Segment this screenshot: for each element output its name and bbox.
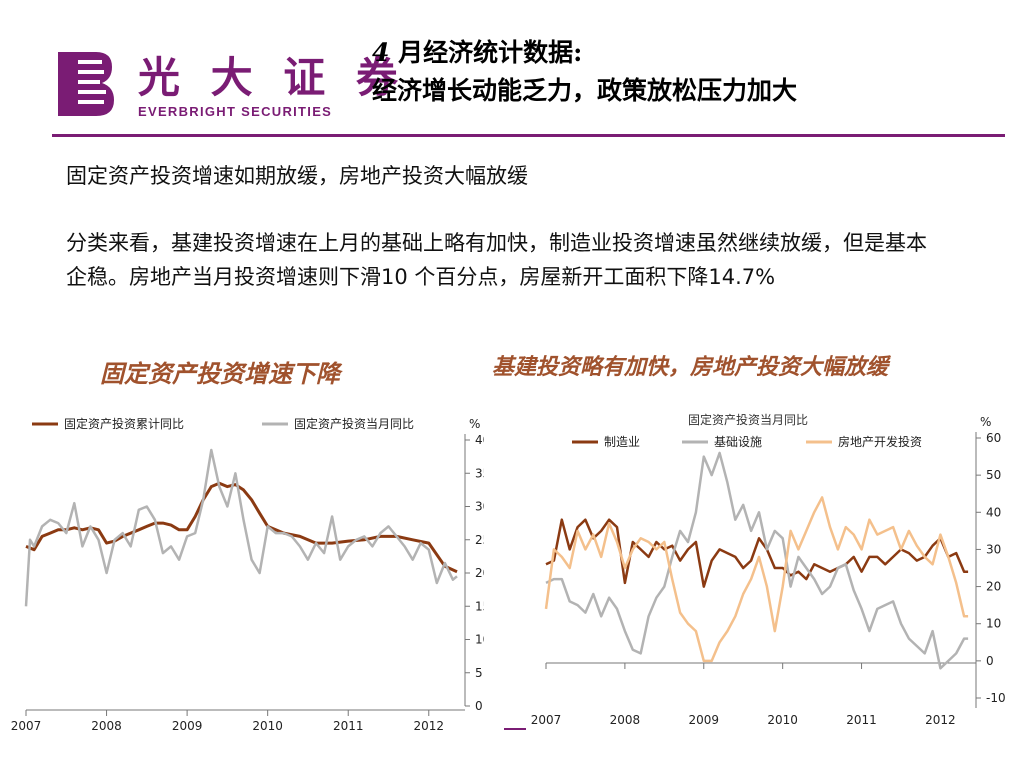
x-tick-label: 2010 bbox=[767, 713, 798, 727]
y-tick-label: 5 bbox=[475, 666, 483, 680]
series-line-2 bbox=[545, 451, 969, 670]
series-line-3 bbox=[544, 496, 969, 663]
legend-label: 制造业 bbox=[604, 435, 640, 449]
slide-footer-mark bbox=[504, 728, 526, 730]
x-tick-label: 2009 bbox=[172, 719, 203, 733]
x-tick-label: 2010 bbox=[252, 719, 283, 733]
y-tick-label: 40 bbox=[986, 505, 1001, 519]
x-tick-label: 2008 bbox=[610, 713, 641, 727]
chart-subtitle: 固定资产投资当月同比 bbox=[688, 412, 808, 427]
everbright-logo-icon bbox=[58, 52, 114, 116]
y-tick-label: -10 bbox=[986, 691, 1006, 705]
x-tick-label: 2011 bbox=[333, 719, 364, 733]
logo-chinese-name: 光 大 证 券 bbox=[138, 53, 406, 102]
y-tick-label: 10 bbox=[986, 617, 1001, 631]
x-tick-label: 2011 bbox=[846, 713, 877, 727]
y-tick-label: 60 bbox=[986, 431, 1001, 445]
title-month-number: 4 bbox=[372, 38, 390, 67]
x-tick-label: 2007 bbox=[531, 713, 562, 727]
x-tick-label: 2012 bbox=[414, 719, 445, 733]
y-tick-label: 0 bbox=[475, 699, 483, 713]
y-tick-label: 30 bbox=[986, 542, 1001, 556]
logo-english-name: EVERBRIGHT SECURITIES bbox=[138, 104, 333, 119]
legend-label: 固定资产投资累计同比 bbox=[64, 416, 184, 431]
x-tick-label: 2008 bbox=[91, 719, 122, 733]
slide-title-line1: 4 月经济统计数据: bbox=[372, 34, 797, 72]
legend-label: 基础设施 bbox=[714, 435, 762, 449]
slide-title-line2: 经济增长动能乏力，政策放松压力加大 bbox=[372, 76, 798, 105]
legend-label: 固定资产投资当月同比 bbox=[294, 416, 414, 431]
chart-title: 固定资产投资增速下降 bbox=[100, 360, 343, 388]
x-tick-label: 2007 bbox=[11, 719, 42, 733]
y-tick-label: 0 bbox=[986, 654, 994, 668]
x-tick-label: 2009 bbox=[689, 713, 720, 727]
legend-label: 房地产开发投资 bbox=[838, 434, 922, 449]
body-headline: 固定资产投资增速如期放缓，房地产投资大幅放缓 bbox=[66, 164, 528, 188]
y-tick-label: 50 bbox=[986, 468, 1001, 482]
x-tick-label: 2012 bbox=[925, 713, 956, 727]
title-line1-text: 月经济统计数据: bbox=[389, 38, 583, 67]
y-axis-unit: % bbox=[469, 417, 480, 431]
header-divider bbox=[52, 134, 1005, 137]
y-tick-label: 20 bbox=[986, 580, 1001, 594]
series-line-2 bbox=[24, 448, 458, 607]
body-paragraph: 分类来看，基建投资增速在上月的基础上略有加快，制造业投资增速虽然继续放缓，但是基… bbox=[66, 231, 927, 289]
series-line-1 bbox=[25, 481, 458, 574]
slide-title: 4 月经济统计数据: 经济增长动能乏力，政策放松压力加大 bbox=[372, 34, 797, 110]
y-axis-unit: % bbox=[980, 415, 991, 429]
chart-title: 基建投资略有加快，房地产投资大幅放缓 bbox=[492, 354, 892, 380]
